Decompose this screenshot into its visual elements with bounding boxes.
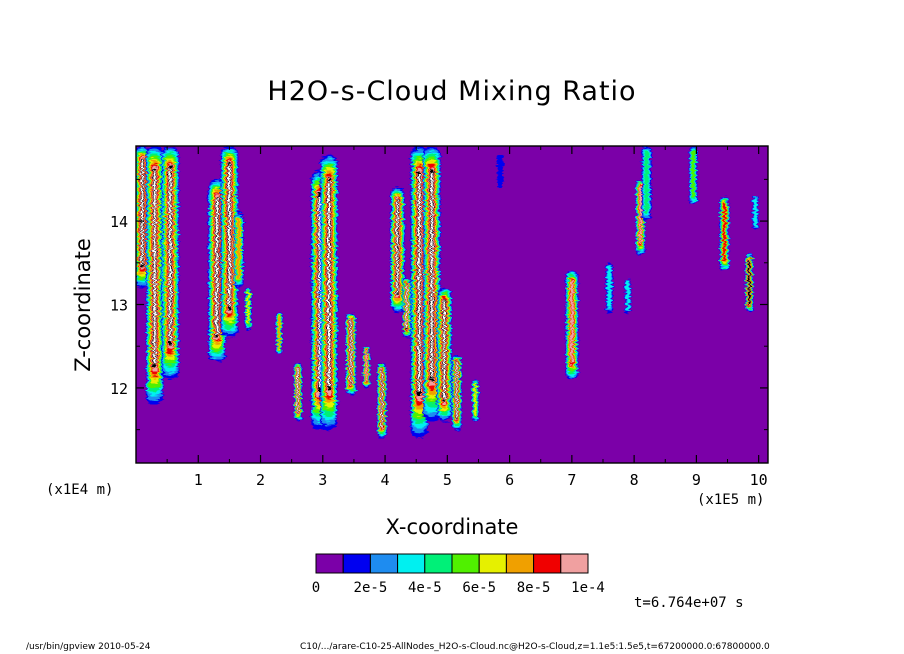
cloud-plume <box>146 146 164 405</box>
cloud-plume <box>472 379 479 422</box>
plume-contour <box>639 185 642 244</box>
colorbar-swatch <box>315 553 344 574</box>
plume-contour <box>607 265 612 309</box>
x-tick-label: 7 <box>567 471 576 489</box>
plume-contour <box>430 172 433 378</box>
y-tick-label: 12 <box>110 380 128 398</box>
plume-contour <box>691 150 695 198</box>
cloud-plume <box>220 146 239 338</box>
colorbar-swatch <box>369 553 399 574</box>
cloud-plume <box>752 196 759 230</box>
cloud-plume <box>719 196 730 272</box>
colorbar-label: 1e-4 <box>571 580 605 596</box>
cloud-plume <box>161 146 179 380</box>
plume-contour <box>228 164 231 308</box>
cloud-plume <box>423 146 441 422</box>
plume-contour <box>278 316 281 350</box>
cloud-plume <box>497 154 504 188</box>
plume-contour <box>328 180 330 386</box>
colorbar-swatch <box>478 553 507 574</box>
plume-contour <box>748 259 751 305</box>
plume-contour <box>418 173 421 392</box>
plume-contour <box>215 196 218 334</box>
cloud-plume <box>345 312 357 397</box>
plume-contour <box>723 202 726 261</box>
x-tick-label: 9 <box>692 471 701 489</box>
x-tick-label: 3 <box>318 471 327 489</box>
cloud-plume <box>320 154 338 430</box>
cloud-plume <box>275 312 283 355</box>
colorbar-label: 0 <box>312 580 320 596</box>
plume-contour <box>406 285 408 329</box>
x-tick-label: 8 <box>630 471 639 489</box>
x-tick-label: 1 <box>194 471 203 489</box>
y-tick-label: 13 <box>110 297 128 315</box>
cloud-plume <box>745 254 754 313</box>
plume-contour <box>381 370 383 426</box>
x-axis-label: X-coordinate <box>385 515 519 539</box>
plume-contour <box>297 368 299 412</box>
cloud-plume <box>605 262 613 313</box>
plume-contour <box>497 154 504 188</box>
plume-contour <box>396 199 399 293</box>
cloud-plume <box>641 146 652 222</box>
x-tick-label: 10 <box>750 471 768 489</box>
colorbar-swatch <box>342 553 371 574</box>
x-scale-label: (x1E5 m) <box>697 492 765 508</box>
plume-contour <box>443 300 446 401</box>
cloud-plume <box>689 146 698 205</box>
plume-contour <box>318 195 321 389</box>
cloud-plumes <box>136 146 759 438</box>
x-tick-label: 2 <box>256 471 265 489</box>
plume-contour <box>237 218 241 278</box>
cloud-plume <box>451 354 462 430</box>
x-tick-label: 5 <box>443 471 452 489</box>
colorbar-swatch <box>505 553 535 574</box>
cloud-plume <box>233 212 244 288</box>
cloud-plume <box>565 271 579 380</box>
colorbar-label: 8e-5 <box>517 580 551 596</box>
plume-contour <box>169 168 172 343</box>
cloud-plume <box>136 146 151 288</box>
cloud-plume <box>363 346 370 388</box>
cloud-plume <box>390 187 405 313</box>
plume-contour <box>141 159 144 266</box>
plume-contour <box>153 170 156 364</box>
cloud-plume <box>436 287 452 422</box>
plume-contour <box>350 320 352 383</box>
time-label: t=6.764e+07 s <box>634 595 744 611</box>
colorbar-label: 6e-5 <box>462 580 496 596</box>
colorbar-swatch <box>533 553 562 574</box>
plume-contour <box>644 150 649 214</box>
y-scale-label: (x1E4 m) <box>46 482 114 498</box>
cloud-plume <box>293 362 303 422</box>
cloud-plume <box>402 279 411 338</box>
plume-contour <box>626 281 630 310</box>
cloud-plume <box>624 279 631 313</box>
colorbar-swatch <box>451 553 480 574</box>
footer-left: /usr/bin/gpview 2010-05-24 <box>26 642 151 652</box>
colorbar-label: 2e-5 <box>354 580 388 596</box>
chart-title: H2O-s-Cloud Mixing Ratio <box>267 76 637 107</box>
colorbar: 0 2e-5 4e-5 6e-5 8e-5 1e-4 <box>312 553 605 596</box>
colorbar-swatch <box>424 553 453 574</box>
plume-contour <box>456 361 458 418</box>
colorbar-swatch <box>560 553 589 574</box>
cloud-plume <box>377 362 387 438</box>
y-tick-label: 14 <box>110 213 128 231</box>
footer-right: C10/.../arare-C10-25-AllNodes_H2O-s-Clou… <box>300 642 770 652</box>
plume-contour <box>365 349 368 383</box>
cloud-plume <box>244 287 252 330</box>
plume-contour <box>570 280 574 365</box>
plume-contour <box>247 290 250 325</box>
y-axis-label: Z-coordinate <box>71 238 95 372</box>
x-tick-label: 4 <box>381 471 390 489</box>
colorbar-label: 4e-5 <box>408 580 442 596</box>
plume-contour <box>753 197 758 227</box>
colorbar-swatch <box>397 553 426 574</box>
x-tick-label: 6 <box>505 471 514 489</box>
plume-contour <box>474 382 477 417</box>
